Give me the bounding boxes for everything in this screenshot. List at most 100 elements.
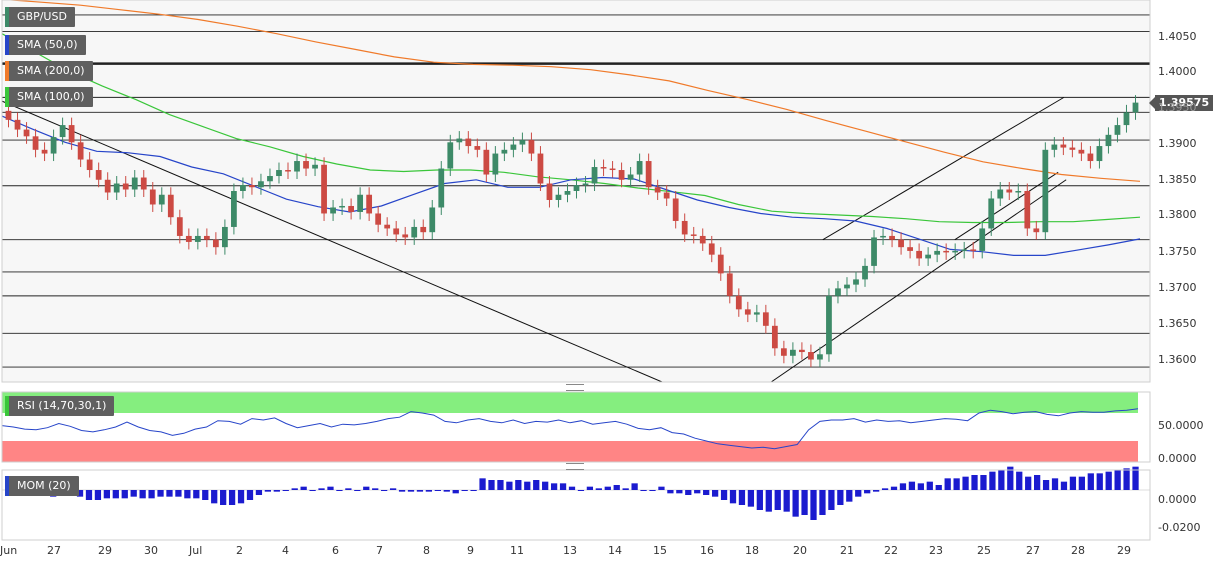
momentum-bar (1123, 468, 1130, 490)
candle-down (654, 187, 661, 193)
momentum-bar (1078, 476, 1085, 490)
x-tick-label: 25 (977, 544, 991, 557)
momentum-bar (711, 490, 719, 497)
momentum-bar (667, 490, 674, 494)
candle-up (817, 354, 823, 360)
momentum-bar (846, 490, 853, 502)
symbol-color-swatch (5, 7, 9, 27)
symbol-label[interactable]: GBP/USD (5, 7, 75, 27)
candle-down (717, 254, 724, 274)
momentum-bar (649, 490, 656, 491)
candle-up (456, 138, 463, 143)
momentum-bar (389, 488, 397, 490)
momentum-bar (479, 478, 486, 490)
momentum-bar (658, 486, 665, 490)
momentum-bar (756, 490, 763, 510)
x-tick-label: 22 (884, 544, 898, 557)
candle-up (853, 279, 859, 285)
momentum-bar (864, 490, 871, 494)
momentum-bar (470, 490, 477, 491)
momentum-bar (899, 483, 907, 490)
candle-up (988, 198, 995, 229)
candle-down (771, 325, 778, 349)
momentum-bar (94, 490, 102, 500)
momentum-bar (381, 490, 388, 491)
candle-up (961, 249, 968, 251)
candle-down (41, 149, 48, 154)
momentum-bar (130, 490, 137, 497)
momentum-bar (998, 470, 1005, 490)
sma50-color-swatch (5, 35, 9, 55)
candle-up (312, 164, 318, 169)
candle-up (862, 265, 868, 280)
candle-up (330, 207, 336, 214)
candle-down (1024, 191, 1031, 229)
candle-up (1015, 191, 1022, 193)
mom-label[interactable]: MOM (20) (5, 476, 79, 496)
momentum-bar (935, 485, 942, 490)
momentum-bar (729, 490, 737, 504)
x-tick-label: Jun (0, 544, 18, 557)
candle-up (880, 235, 886, 238)
momentum-bar (613, 485, 620, 490)
candle-up (573, 185, 580, 191)
momentum-bar (103, 490, 110, 499)
candle-down (23, 129, 30, 137)
candle-up (1051, 144, 1058, 150)
candle-up (222, 226, 228, 248)
candle-up (844, 284, 850, 289)
momentum-bar (944, 478, 951, 490)
momentum-bar (488, 480, 495, 490)
candle-down (799, 349, 805, 353)
momentum-bar (121, 490, 128, 499)
candle-down (203, 235, 210, 240)
panel-frames (1, 0, 1151, 541)
momentum-bar (533, 480, 540, 490)
candle-down (402, 234, 409, 238)
momentum-bar (524, 481, 531, 490)
candle-down (744, 309, 751, 315)
candle-up (1114, 125, 1121, 135)
sma200-label[interactable]: SMA (200,0) (5, 61, 93, 81)
momentum-bar (783, 490, 790, 512)
momentum-bar (318, 488, 325, 490)
rsi-label[interactable]: RSI (14,70,30,1) (5, 396, 115, 416)
x-tick-label: 23 (929, 544, 943, 557)
momentum-bar (926, 481, 933, 490)
x-tick-label: 28 (1071, 544, 1085, 557)
candle-down (393, 228, 400, 235)
candle-down (104, 179, 111, 193)
momentum-bar (1025, 476, 1032, 490)
candle-down (970, 249, 977, 251)
sma100-label[interactable]: SMA (100,0) (5, 87, 93, 107)
momentum-bar (1042, 480, 1050, 490)
momentum-bar (577, 490, 585, 491)
y-tick-label: 1.3750 (1158, 245, 1197, 258)
x-tick-label: 8 (423, 544, 430, 557)
momentum-bar (738, 490, 746, 505)
candle-down (699, 235, 706, 244)
candle-down (537, 153, 544, 184)
candle-down (366, 194, 373, 214)
mom-resize-handle[interactable] (566, 463, 584, 470)
momentum-bar (631, 483, 638, 490)
x-tick-label: 15 (653, 544, 667, 557)
momentum-bar (398, 490, 406, 492)
momentum-bar (1105, 471, 1112, 490)
momentum-bar (792, 490, 799, 517)
candle-up (871, 237, 877, 266)
candle-down (212, 239, 219, 248)
x-tick-label: 16 (700, 544, 714, 557)
sma50-label[interactable]: SMA (50,0) (5, 35, 86, 55)
momentum-bar (622, 488, 629, 490)
rsi-resize-handle[interactable] (566, 384, 584, 391)
x-tick-label: 7 (376, 544, 383, 557)
x-tick-label: 13 (563, 544, 577, 557)
momentum-bar (971, 475, 978, 490)
candle-down (68, 125, 75, 143)
x-tick-label: 20 (793, 544, 807, 557)
candle-up (934, 250, 941, 255)
candle-up (492, 153, 499, 175)
momentum-bar (855, 490, 862, 497)
